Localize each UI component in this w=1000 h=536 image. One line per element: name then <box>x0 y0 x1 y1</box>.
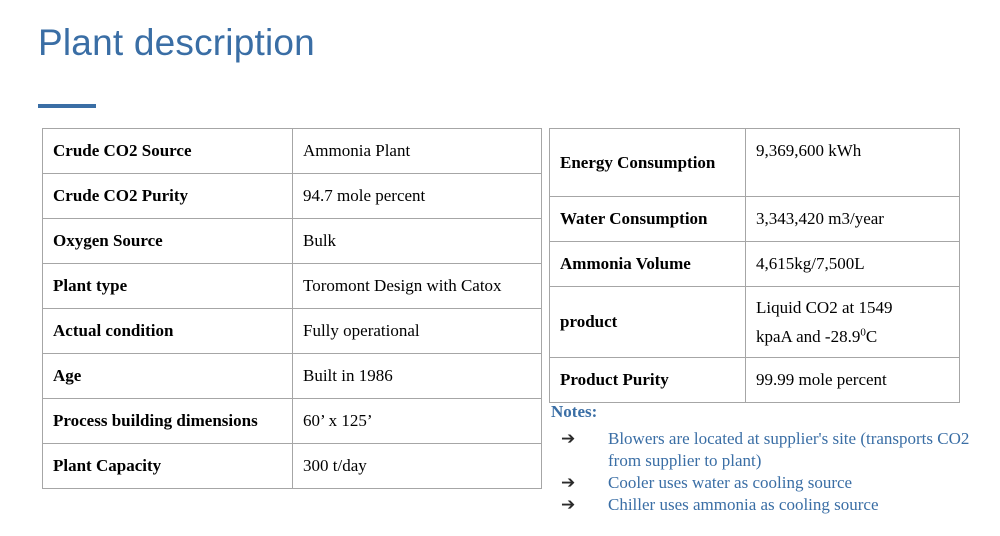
list-item: ➔ Blowers are located at supplier's site … <box>561 429 970 470</box>
table-row: Water Consumption 3,343,420 m3/year <box>549 196 960 242</box>
row-value: Fully operational <box>292 308 542 354</box>
list-item: ➔ Chiller uses ammonia as cooling source <box>561 495 879 515</box>
notes-list: ➔ Blowers are located at supplier's site … <box>551 428 981 516</box>
row-label: Product Purity <box>549 357 746 403</box>
row-label: Ammonia Volume <box>549 241 746 287</box>
table-row: Oxygen Source Bulk <box>42 218 542 264</box>
plant-spec-table: Crude CO2 Source Ammonia Plant Crude CO2… <box>42 128 542 489</box>
notes-section: Notes: ➔ Blowers are located at supplier'… <box>551 402 981 516</box>
table-row: Actual condition Fully operational <box>42 308 542 354</box>
page-title: Plant description <box>38 22 315 63</box>
row-value: 3,343,420 m3/year <box>745 196 960 242</box>
table-row: Crude CO2 Source Ammonia Plant <box>42 128 542 174</box>
arrow-right-icon: ➔ <box>561 495 576 515</box>
row-label: Actual condition <box>42 308 293 354</box>
consumption-table: Energy Consumption 9,369,600 kWh Water C… <box>549 128 960 403</box>
arrow-right-icon: ➔ <box>561 473 576 493</box>
row-label: Age <box>42 353 293 399</box>
row-label: Water Consumption <box>549 196 746 242</box>
row-value: Liquid CO2 at 1549 kpaA and -28.90C <box>745 286 960 358</box>
row-label: product <box>549 286 746 358</box>
title-underline <box>38 104 96 108</box>
row-label: Plant type <box>42 263 293 309</box>
row-value: Ammonia Plant <box>292 128 542 174</box>
row-value: 60’ x 125’ <box>292 398 542 444</box>
table-row: Age Built in 1986 <box>42 353 542 399</box>
row-value: 9,369,600 kWh <box>745 128 960 197</box>
row-value: 300 t/day <box>292 443 542 489</box>
list-item: ➔ Cooler uses water as cooling source <box>561 473 853 493</box>
table-row: Process building dimensions 60’ x 125’ <box>42 398 542 444</box>
row-label: Crude CO2 Purity <box>42 173 293 219</box>
notes-heading: Notes: <box>551 402 598 421</box>
row-label: Crude CO2 Source <box>42 128 293 174</box>
table-row: Plant Capacity 300 t/day <box>42 443 542 489</box>
table-row: Crude CO2 Purity 94.7 mole percent <box>42 173 542 219</box>
row-value: 99.99 mole percent <box>745 357 960 403</box>
table-row: Ammonia Volume 4,615kg/7,500L <box>549 241 960 287</box>
row-label: Energy Consumption <box>549 128 746 197</box>
table-row: Energy Consumption 9,369,600 kWh <box>549 128 960 197</box>
row-value: Toromont Design with Catox <box>292 263 542 309</box>
row-value: 4,615kg/7,500L <box>745 241 960 287</box>
row-value: Built in 1986 <box>292 353 542 399</box>
arrow-right-icon: ➔ <box>561 429 576 449</box>
product-line-2: kpaA and -28.90C <box>756 326 878 346</box>
table-row: product Liquid CO2 at 1549 kpaA and -28.… <box>549 286 960 358</box>
table-row: Plant type Toromont Design with Catox <box>42 263 542 309</box>
row-label: Oxygen Source <box>42 218 293 264</box>
product-line-1: Liquid CO2 at 1549 <box>756 298 893 318</box>
table-row: Product Purity 99.99 mole percent <box>549 357 960 403</box>
row-label: Process building dimensions <box>42 398 293 444</box>
row-value: Bulk <box>292 218 542 264</box>
row-value: 94.7 mole percent <box>292 173 542 219</box>
row-label: Plant Capacity <box>42 443 293 489</box>
